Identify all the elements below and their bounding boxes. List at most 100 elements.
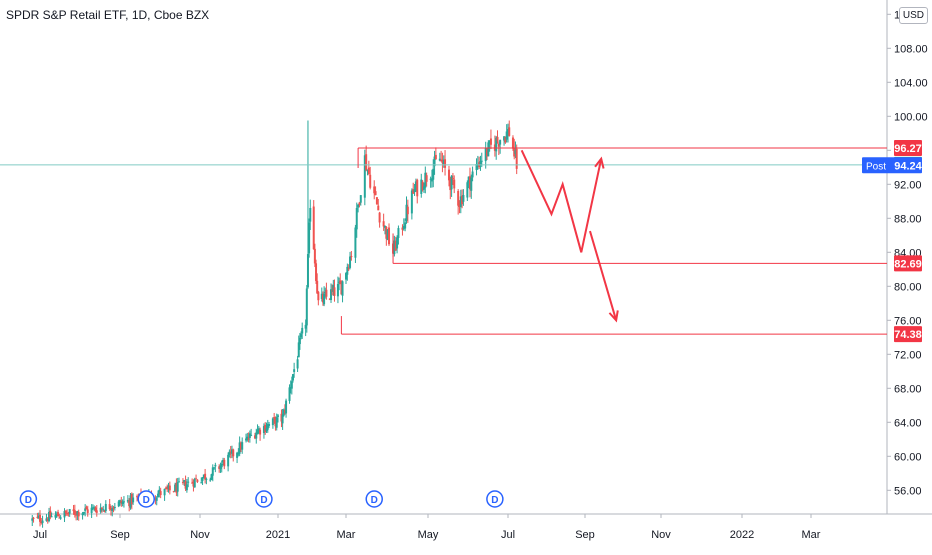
candle-body bbox=[85, 507, 88, 510]
candle-body bbox=[462, 195, 465, 202]
x-tick-label: Nov bbox=[190, 529, 210, 541]
candle-body bbox=[164, 487, 167, 489]
candle-body bbox=[112, 507, 115, 509]
candle-body bbox=[401, 227, 404, 230]
candle-body bbox=[405, 204, 408, 221]
candle-body bbox=[453, 179, 456, 189]
candles-group bbox=[31, 120, 518, 528]
candle-body bbox=[298, 337, 301, 345]
candle-body bbox=[58, 517, 61, 519]
candle-body bbox=[126, 500, 129, 502]
candle-body bbox=[325, 289, 328, 297]
candle-body bbox=[340, 284, 343, 295]
candle-body bbox=[336, 284, 339, 297]
candle-body bbox=[259, 429, 262, 435]
y-tick-label: 100.00 bbox=[894, 111, 928, 123]
post-label-bg bbox=[862, 157, 922, 174]
candle-body bbox=[184, 481, 187, 489]
candle-body bbox=[121, 501, 124, 504]
candle-body bbox=[93, 507, 96, 509]
candle-body bbox=[102, 509, 105, 511]
candle-body bbox=[367, 167, 370, 174]
candle-body bbox=[280, 413, 283, 422]
candle-body bbox=[511, 137, 514, 149]
candle-body bbox=[120, 500, 123, 504]
candle-body bbox=[68, 509, 71, 514]
candle-body bbox=[378, 212, 381, 223]
candle-body bbox=[438, 158, 441, 161]
candle-body bbox=[99, 507, 102, 512]
dividend-marker bbox=[255, 490, 273, 508]
candle-body bbox=[397, 228, 400, 239]
candle-body bbox=[204, 473, 207, 480]
candle-body bbox=[358, 202, 361, 205]
candle-body bbox=[154, 498, 157, 500]
candle-body bbox=[396, 237, 399, 249]
candle-body bbox=[296, 359, 299, 369]
candle-body bbox=[422, 186, 425, 190]
x-tick-label: Mar bbox=[802, 529, 821, 541]
dividend-marker-label: D bbox=[143, 495, 150, 506]
post-label-prefix: Post bbox=[866, 161, 886, 172]
price-label-bg bbox=[894, 326, 922, 343]
candle-body bbox=[507, 129, 509, 134]
candle-body bbox=[103, 510, 106, 512]
candle-body bbox=[393, 240, 396, 255]
candle-body bbox=[111, 508, 114, 511]
candle-body bbox=[508, 127, 511, 136]
candle-body bbox=[458, 204, 461, 207]
candle-body bbox=[236, 452, 239, 458]
candle-body bbox=[205, 478, 208, 480]
candle-body bbox=[413, 189, 416, 193]
candle-body bbox=[416, 179, 419, 197]
dividend-marker bbox=[486, 490, 504, 508]
candle-body bbox=[91, 507, 94, 509]
candle-body bbox=[316, 280, 319, 294]
price-label-bg bbox=[894, 140, 922, 157]
candle-body bbox=[300, 334, 303, 338]
candle-body bbox=[119, 500, 121, 504]
candle-body bbox=[59, 517, 62, 519]
candle-body bbox=[245, 438, 248, 441]
candle-body bbox=[193, 478, 196, 488]
candle-body bbox=[40, 521, 43, 523]
candle-body bbox=[433, 156, 436, 167]
candle-body bbox=[479, 161, 482, 166]
candle-body bbox=[168, 485, 171, 491]
candle-body bbox=[45, 518, 48, 521]
currency-selector[interactable]: USD bbox=[898, 7, 928, 24]
candle-body bbox=[163, 488, 166, 496]
candle-body bbox=[486, 148, 489, 157]
candle-body bbox=[350, 256, 353, 258]
candle-body bbox=[480, 160, 483, 162]
candle-body bbox=[187, 481, 190, 483]
candle-body bbox=[304, 324, 307, 329]
candle-body bbox=[172, 491, 175, 493]
candle-body bbox=[388, 227, 391, 245]
candle-body bbox=[248, 433, 251, 438]
candle-body bbox=[317, 291, 320, 301]
candle-body bbox=[504, 137, 507, 143]
candle-body bbox=[222, 459, 225, 463]
candle-body bbox=[108, 504, 111, 510]
candle-body bbox=[444, 159, 447, 168]
y-tick-label: 56.00 bbox=[894, 485, 922, 497]
candle-body bbox=[232, 449, 235, 457]
candle-body bbox=[86, 509, 89, 513]
candle-body bbox=[255, 432, 258, 439]
candle-body bbox=[487, 142, 490, 157]
chart-title: SPDR S&P Retail ETF, 1D, Cboe BZX bbox=[6, 8, 210, 22]
candle-body bbox=[466, 182, 469, 198]
candle-body bbox=[425, 175, 428, 182]
candle-body bbox=[72, 509, 75, 512]
candle-body bbox=[73, 510, 76, 515]
candle-body bbox=[195, 478, 198, 480]
candle-body bbox=[309, 207, 312, 222]
projection-path bbox=[520, 149, 603, 253]
candle-body bbox=[100, 507, 103, 509]
candle-body bbox=[328, 298, 331, 300]
candle-body bbox=[117, 501, 120, 507]
candle-body bbox=[228, 451, 231, 455]
y-tick-label: 104.00 bbox=[894, 77, 928, 89]
